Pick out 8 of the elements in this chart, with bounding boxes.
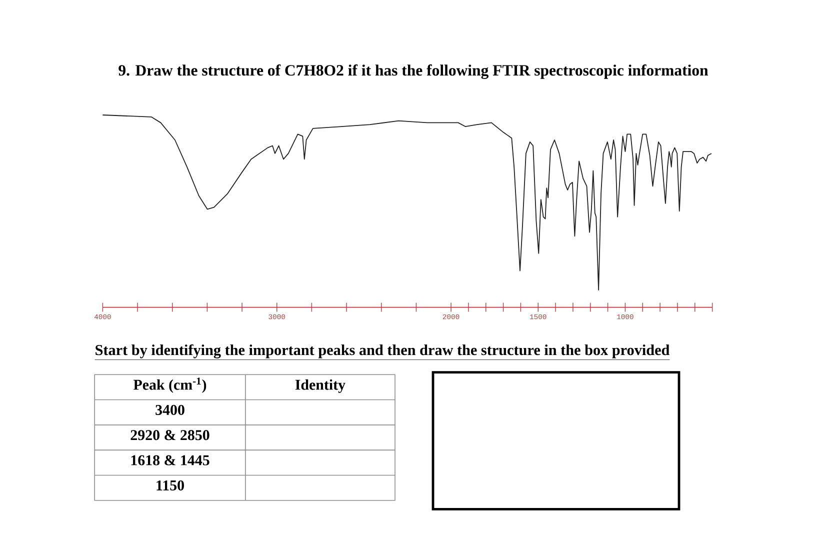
chart-title: 9. Draw the structure of C7H8O2 if it has the following FTIR spectroscopic information: [118, 64, 708, 79]
text: 1618 & 1445: [131, 455, 210, 466]
text: 1150: [156, 480, 184, 490]
text: 2920 & 2850: [130, 430, 210, 440]
text: Peak (cm$^{-1}$): [133, 378, 206, 393]
text: Start by identifying the important peaks and then draw the structure in the box provided: [96, 344, 670, 358]
text: 3400: [156, 404, 184, 415]
text: Identity: [295, 379, 346, 393]
